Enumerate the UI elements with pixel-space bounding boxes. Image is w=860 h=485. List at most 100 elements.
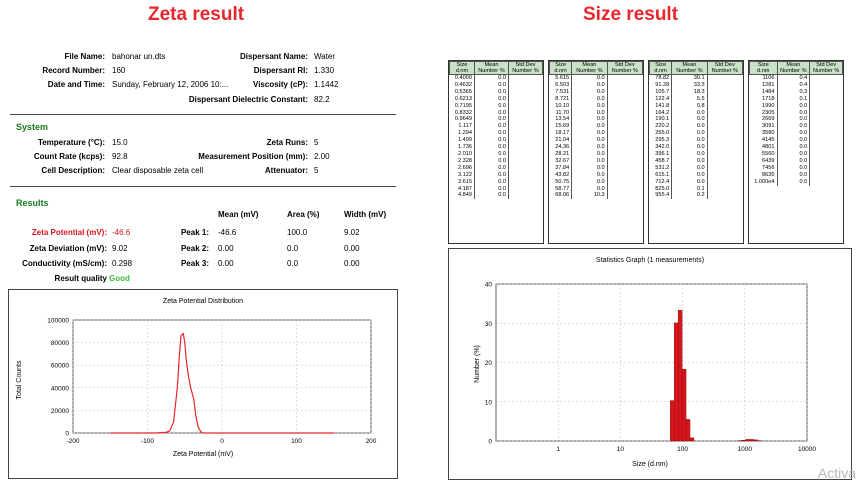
size-table-row: 6.503 0.0 (550, 81, 643, 89)
std-dev-cell (606, 88, 643, 96)
std-dev-cell (606, 130, 643, 138)
size-table-row: 0.9649 0.0 (450, 116, 543, 124)
dispersant-ri-value: 1.330 (314, 66, 335, 75)
size-table-row: 11.70 0.0 (550, 109, 643, 117)
mean-number-cell: 0.0 (776, 157, 810, 165)
size-x-tick-label: 1000 (738, 446, 753, 453)
size-bar (685, 419, 691, 442)
date-time-label: Date and Time: (47, 80, 105, 89)
size-statistics-chart: Statistics Graph (1 measurements) Size (… (474, 257, 816, 468)
zeta-y-tick-label: 60000 (51, 363, 69, 370)
std-dev-cell (809, 81, 843, 89)
count-rate-value: 92.8 (112, 152, 128, 161)
mean-number-cell: 0.0 (571, 81, 608, 89)
size-table-row: 4801 0.0 (750, 144, 843, 151)
size-cell: 58.77 (555, 185, 570, 192)
size-table-row: 4.849 0.0 (450, 192, 543, 200)
size-statistics-panel: Statistics Graph (1 measurements) Size (… (448, 248, 852, 480)
size-cell: 3.122 (457, 171, 472, 178)
size-table-row: 164.2 0.0 (650, 109, 743, 117)
size-cell: 4801 (762, 144, 775, 151)
size-table-row: 5560 0.0 (750, 150, 843, 158)
std-dev-cell (809, 150, 843, 158)
size-cell: 1106 (762, 75, 775, 81)
std-dev-cell (507, 109, 543, 117)
col-mean-header: Mean (mV) (218, 210, 259, 219)
size-table-row: 3.615 0.0 (450, 178, 543, 186)
size-table-header: Mean Number % (473, 61, 509, 75)
size-table-row: 32.67 0.0 (550, 157, 643, 165)
size-table-row: 0.6213 0.0 (450, 95, 543, 103)
size-cell: 4145 (762, 137, 775, 144)
size-bar (673, 322, 679, 442)
std-dev-cell (606, 192, 643, 200)
peak1-mean: -46.6 (218, 228, 237, 237)
file-name-label: File Name: (64, 52, 105, 61)
size-cell: 68.06 (555, 192, 570, 199)
zeta-x-tick-label: 0 (220, 438, 224, 445)
conductivity-value: 0.298 (112, 259, 133, 268)
size-cell: 3091 (762, 123, 775, 130)
size-cell: 615.1 (655, 171, 670, 178)
size-cell: 4.187 (457, 185, 472, 192)
size-table-row: 21.04 0.0 (550, 137, 643, 145)
size-table-row: 58.77 0.0 (550, 185, 643, 193)
std-dev-cell (706, 150, 743, 158)
size-cell: 0.7195 (454, 102, 472, 109)
size-x-tick-label: 1 (556, 446, 560, 453)
std-dev-cell (706, 157, 743, 165)
size-cell: 141.8 (655, 102, 670, 109)
size-table-row: 7456 0.0 (750, 164, 843, 172)
std-dev-cell (809, 88, 843, 96)
mean-number-cell: 0.0 (671, 150, 708, 158)
peak1-area: 100.0 (287, 228, 308, 237)
zeta-x-tick-label: -100 (141, 438, 154, 445)
mean-number-cell: 0.0 (571, 102, 608, 110)
size-table-row: 0.8332 0.0 (450, 109, 543, 117)
mean-number-cell: 0.0 (776, 137, 810, 145)
zeta-x-tick-label: 100 (291, 438, 302, 445)
std-dev-cell (507, 74, 543, 82)
zeta-distribution-chart: Zeta Potential Distribution Zeta Potenti… (16, 298, 377, 458)
size-cell: 2669 (762, 116, 775, 123)
size-table-row: 15.69 0.0 (550, 123, 643, 131)
peak1-label: Peak 1: (180, 228, 209, 237)
size-cell: 190.1 (655, 116, 670, 123)
size-cell: 825.0 (655, 185, 670, 192)
size-chart-title: Statistics Graph (1 measurements) (596, 257, 704, 264)
mean-number-cell: 0.0 (671, 109, 708, 117)
zeta-result-heading: Zeta result (148, 4, 245, 25)
record-number-value: 160 (112, 66, 126, 75)
size-cell: 24.36 (555, 144, 570, 151)
cell-description-label: Cell Description: (41, 166, 105, 175)
size-table-row: 0.5365 0.0 (450, 88, 543, 96)
size-cell: 5560 (762, 150, 775, 157)
dielectric-label: Dispersant Dielectric Constant: (188, 95, 308, 104)
size-table-header: Mean Number % (776, 61, 811, 75)
attenuator-label: Attenuator: (264, 166, 308, 175)
mean-number-cell: 0.0 (671, 144, 708, 151)
size-cell: 18.17 (555, 130, 570, 137)
size-table-header: Std Dev Number % (507, 61, 544, 75)
size-table-row: 396.1 0.0 (650, 150, 743, 158)
size-cell: 32.67 (555, 157, 570, 164)
size-table-header: Mean Number % (671, 61, 708, 75)
zeta-chart-ylabel: Total Counts (16, 360, 23, 399)
std-dev-cell (606, 123, 643, 131)
std-dev-cell (706, 81, 743, 89)
size-table-row: 4.187 0.0 (450, 185, 543, 193)
size-table-block-2: Size d.nm Mean Number % Std Dev Number % 5.615… (548, 60, 644, 244)
mean-number-cell: 0.1 (671, 185, 708, 193)
size-table-row: 4145 0.0 (750, 137, 843, 145)
zeta-runs-label: Zeta Runs: (266, 138, 308, 147)
size-cell: 6.503 (555, 81, 570, 88)
std-dev-cell (606, 81, 643, 89)
mean-number-cell: 0.0 (473, 192, 509, 200)
peak1-width: 9.02 (344, 228, 360, 237)
size-cell: 122.4 (655, 95, 670, 102)
size-cell: 43.82 (555, 171, 570, 178)
mean-number-cell: 0.0 (473, 178, 509, 186)
mean-number-cell: 0.0 (571, 150, 608, 158)
mean-number-cell: 18.3 (671, 88, 708, 96)
size-cell: 1990 (762, 102, 775, 109)
